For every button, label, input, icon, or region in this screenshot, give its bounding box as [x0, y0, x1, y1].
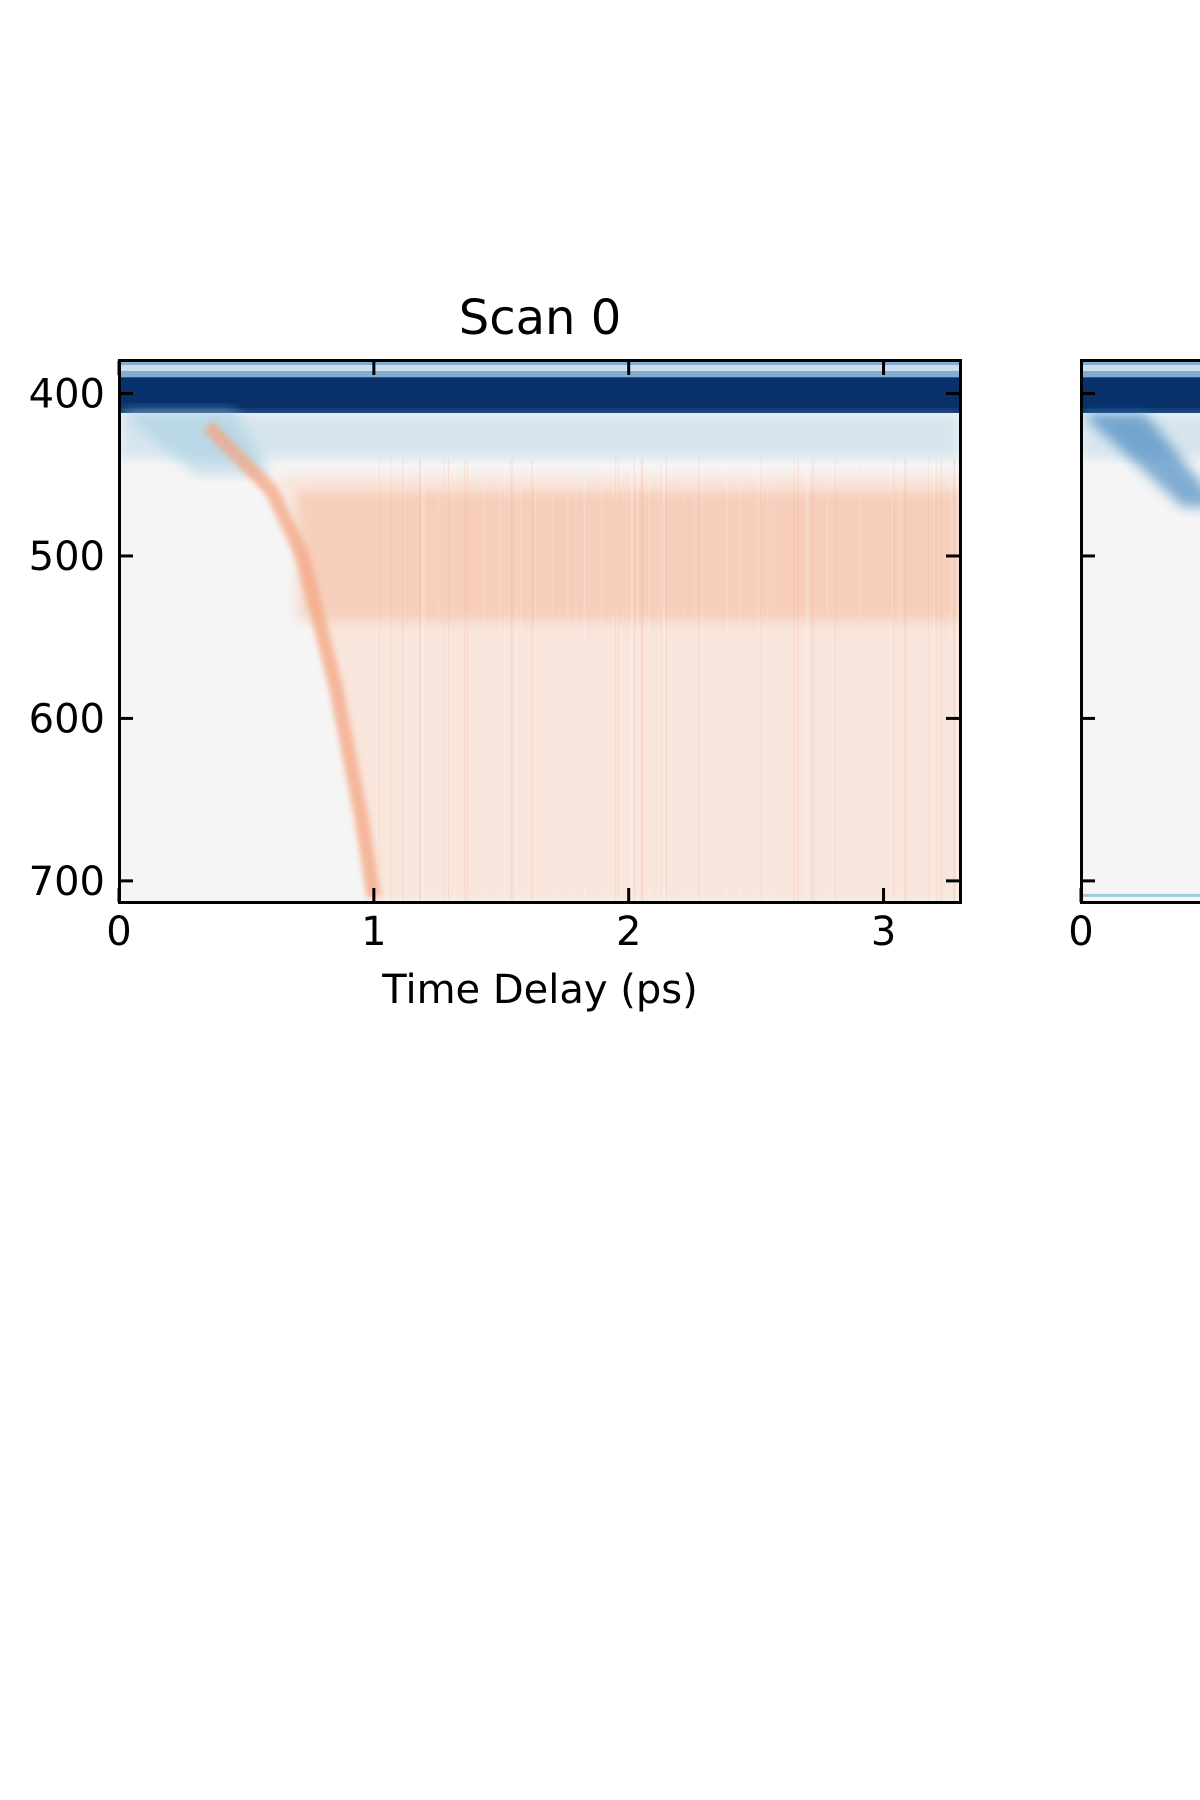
y-tick-label: 500	[29, 534, 105, 580]
panel-scan-1: 0	[1068, 359, 1200, 955]
panel-scan-0: Scan 0 400 500 600 700 0 1 2 3 Time Delay (ps)	[29, 290, 962, 1013]
absorption-band	[297, 490, 960, 621]
noisy-top-line	[119, 365, 960, 371]
x-tick-label: 0	[106, 909, 131, 955]
heatmap-features-2	[1081, 361, 1200, 897]
y-tick-label: 700	[29, 859, 105, 905]
plot-frame	[118, 359, 962, 904]
x-ticks: 0 1 2 3	[106, 361, 896, 955]
x-tick-label: 2	[616, 909, 641, 955]
y-ticks: 400 500 600 700	[29, 371, 960, 905]
x-tick-label: 1	[361, 909, 386, 955]
y-tick-label: 400	[29, 371, 105, 417]
y-ticks-2	[1081, 391, 1095, 883]
x-tick-label: 0	[1068, 909, 1093, 955]
heatmap-streaks	[377, 458, 956, 902]
noisy-top-line	[1081, 365, 1200, 371]
bleach-halo	[119, 412, 960, 459]
chirp-edge	[203, 421, 381, 899]
x-axis-label: Time Delay (ps)	[381, 967, 697, 1013]
x-tick-label: 3	[871, 909, 896, 955]
bleach-band	[119, 377, 960, 413]
bottom-edge-line	[1081, 893, 1200, 897]
x-ticks-2: 0	[1068, 888, 1094, 955]
heatmap-area	[119, 361, 960, 902]
y-tick-label: 600	[29, 696, 105, 742]
panel-title: Scan 0	[459, 290, 622, 346]
heatmap-features	[119, 361, 960, 902]
blue-chirp-tail	[1081, 412, 1200, 508]
bleach-band	[1081, 377, 1200, 413]
heatmap-area-2	[1081, 361, 1200, 902]
